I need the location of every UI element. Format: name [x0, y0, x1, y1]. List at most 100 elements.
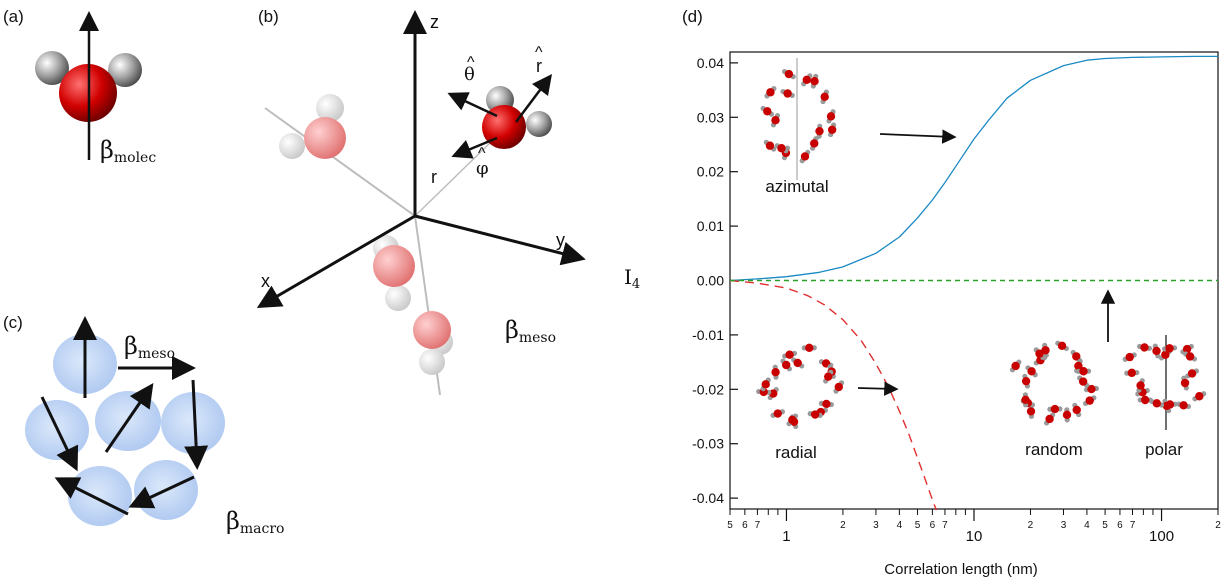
cluster-oxygen: [834, 382, 843, 392]
x-minor-tick-label: 2: [1028, 520, 1034, 531]
phi-hat-caret: ^: [478, 145, 486, 162]
cluster-oxygen: [827, 125, 837, 135]
theta-hat-label: θ: [464, 64, 475, 85]
cluster-oxygen: [1050, 404, 1060, 414]
faded-molecule-1: [279, 94, 346, 159]
x-minor-tick-label: 7: [942, 520, 948, 531]
cluster-oxygen: [826, 112, 836, 121]
cluster-oxygen: [1180, 378, 1190, 388]
r-hat-arrow: [515, 74, 552, 123]
cluster-oxygen: [1140, 343, 1149, 352]
x-axis-title: Correlation length (nm): [884, 561, 1037, 578]
cluster-oxygen: [1152, 346, 1161, 356]
x-minor-tick-label: 5: [1102, 520, 1108, 531]
y-axis-label: y: [556, 230, 565, 250]
x-minor-tick-label: 6: [742, 520, 748, 531]
panel-c: (c) βmeso βmacro: [3, 313, 284, 537]
y-tick-label: -0.04: [692, 490, 724, 506]
cluster-oxygen: [1021, 376, 1031, 386]
y-axis-title: I4: [624, 265, 640, 292]
phi-hat-arrow: [451, 136, 498, 159]
cluster-oxygen: [1162, 401, 1172, 411]
cluster-oxygen: [810, 410, 820, 419]
cluster-oxygen: [1161, 350, 1170, 359]
cluster-oxygen: [1195, 392, 1204, 401]
cluster-oxygen: [1179, 401, 1188, 410]
theta-hat-caret: ^: [467, 54, 475, 71]
domain-arrows: [40, 316, 209, 516]
cluster-oxygen: [1079, 367, 1088, 376]
cluster-oxygen: [1185, 352, 1195, 361]
panel-d: (d) I4 0.04 0.03 0.02 0.01 0.00 -0.01 -0.02 -0.…: [624, 7, 1221, 578]
y-tick-label: -0.03: [692, 436, 724, 452]
cluster-oxygen: [824, 372, 833, 381]
x-ticks: 5 6 7 2 3 4 5 6 7 2 3 4 5 6 7 21 10 100: [727, 509, 1221, 545]
cluster-oxygen: [771, 115, 780, 125]
cluster-oxygen: [1021, 395, 1030, 404]
cluster-oxygen: [815, 126, 824, 136]
x-minor-tick-label: 7: [755, 520, 761, 531]
x-major-tick-label: 10: [966, 528, 983, 545]
x-minor-tick-label: 2: [1215, 520, 1221, 531]
cluster-oxygen: [771, 367, 780, 377]
cluster-oxygen: [1140, 395, 1150, 405]
cluster-oxygen: [1062, 410, 1072, 420]
azimutal-label: azimutal: [765, 177, 828, 196]
polar-cluster-image: [1122, 335, 1207, 430]
cluster-oxygen: [1165, 344, 1174, 353]
x-major-tick-label: 1: [782, 528, 790, 545]
beta-meso-label-b: βmeso: [505, 316, 556, 346]
faded-molecule-2: [373, 235, 415, 311]
cluster-oxygen: [1011, 361, 1020, 371]
cluster-oxygen: [810, 77, 819, 86]
cluster-oxygen: [822, 399, 831, 409]
y-tick-label: -0.01: [692, 327, 724, 343]
phi-hat-label: φ: [476, 158, 489, 179]
cluster-oxygen: [766, 88, 775, 97]
x-minor-tick-label: 2: [840, 520, 846, 531]
cluster-oxygen: [784, 69, 794, 79]
cluster-oxygen: [1026, 407, 1036, 416]
panel-a-label: (a): [3, 7, 24, 26]
azimutal-cluster-image: [760, 58, 837, 180]
random-label: random: [1025, 440, 1083, 459]
panel-c-label: (c): [3, 313, 23, 332]
y-tick-label: 0.03: [697, 109, 724, 125]
panel-d-label: (d): [682, 7, 703, 26]
r-hat-label: r: [536, 56, 542, 76]
cluster-oxygen: [1152, 399, 1162, 408]
cluster-oxygen: [820, 92, 829, 102]
x-minor-tick-label: 5: [915, 520, 921, 531]
cluster-oxygen: [773, 409, 782, 418]
z-axis-label: z: [430, 12, 439, 32]
y-ticks: 0.04 0.03 0.02 0.01 0.00 -0.01 -0.02 -0.03 -0.04: [692, 55, 738, 506]
cluster-oxygen: [783, 89, 792, 98]
cluster-oxygen: [793, 358, 802, 368]
x-minor-tick-label: 6: [1117, 520, 1123, 531]
radial-cluster-image: [756, 343, 845, 430]
theta-hat-arrow: [447, 92, 498, 118]
cluster-oxygen: [1182, 344, 1192, 354]
r-label: r: [431, 167, 437, 187]
y-tick-label: 0.02: [697, 164, 724, 180]
water-molecule-b: [482, 86, 552, 149]
x-minor-tick-label: 7: [1130, 520, 1136, 531]
x-minor-tick-label: 3: [873, 520, 879, 531]
x-axis-label: x: [261, 271, 270, 291]
radial-label: radial: [775, 443, 817, 462]
y-tick-label: 0.00: [697, 273, 724, 289]
x-axis: [256, 214, 416, 309]
panel-b-label: (b): [258, 7, 279, 26]
cluster-oxygen: [1027, 367, 1036, 376]
y-tick-label: -0.02: [692, 381, 724, 397]
y-tick-label: 0.04: [697, 55, 724, 71]
radial-pointer-arrow: [857, 381, 899, 396]
cluster-oxygen: [802, 75, 811, 84]
cluster-oxygen: [761, 380, 770, 389]
cluster-oxygen: [777, 144, 786, 153]
cluster-oxygen: [1072, 352, 1081, 361]
cluster-oxygen: [1087, 384, 1096, 394]
cluster-oxygen: [765, 141, 775, 150]
x-minor-tick-label: 6: [930, 520, 936, 531]
